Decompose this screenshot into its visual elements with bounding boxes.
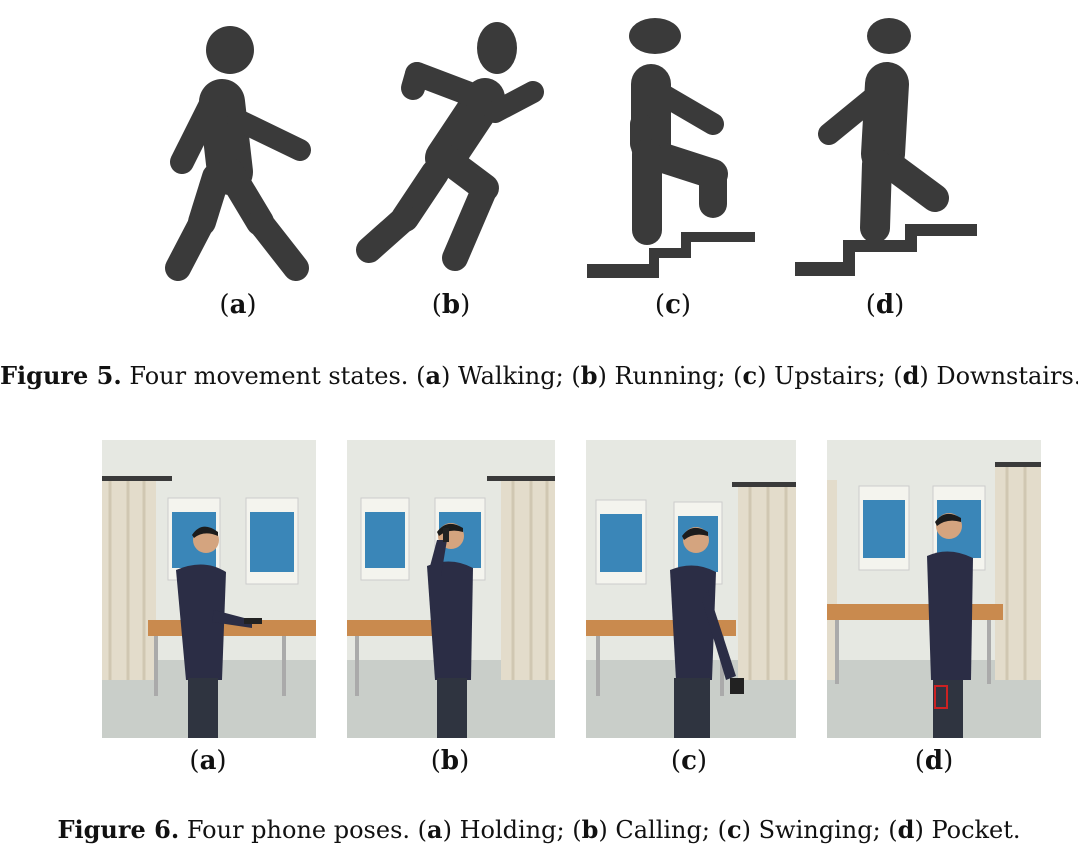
upstairs-person-icon [587, 18, 755, 278]
figure-5-title: Four movement states. [129, 362, 409, 390]
figure-6-title: Four phone poses. [186, 816, 411, 844]
calling-pose-photo [347, 440, 555, 738]
fig5-panel-a-label: (a) [219, 290, 257, 320]
fig6-panel-a-label: (a) [189, 746, 227, 776]
downstairs-person-icon [795, 18, 977, 276]
running-person-icon [356, 22, 544, 271]
fig5-panel-c-label: (c) [654, 290, 692, 320]
fig5-panel-b-label: (b) [431, 290, 471, 320]
walking-person-icon [165, 26, 311, 281]
figure-5-label: Figure 5. [0, 361, 122, 390]
fig6-panel-b-label: (b) [430, 746, 470, 776]
figure-6-caption: Figure 6. Four phone poses. (a) Holding;… [57, 815, 1021, 844]
holding-pose-photo [102, 440, 316, 738]
fig6-panel-d-label: (d) [914, 746, 954, 776]
fig6-panel-c-label: (c) [670, 746, 708, 776]
fig5-panel-d-label: (d) [865, 290, 905, 320]
figure-5-caption: Figure 5. Four movement states. (a) Walk… [0, 361, 1078, 390]
pocket-pose-photo [827, 440, 1041, 738]
swinging-pose-photo [586, 440, 796, 738]
figure-6-label: Figure 6. [57, 815, 180, 844]
